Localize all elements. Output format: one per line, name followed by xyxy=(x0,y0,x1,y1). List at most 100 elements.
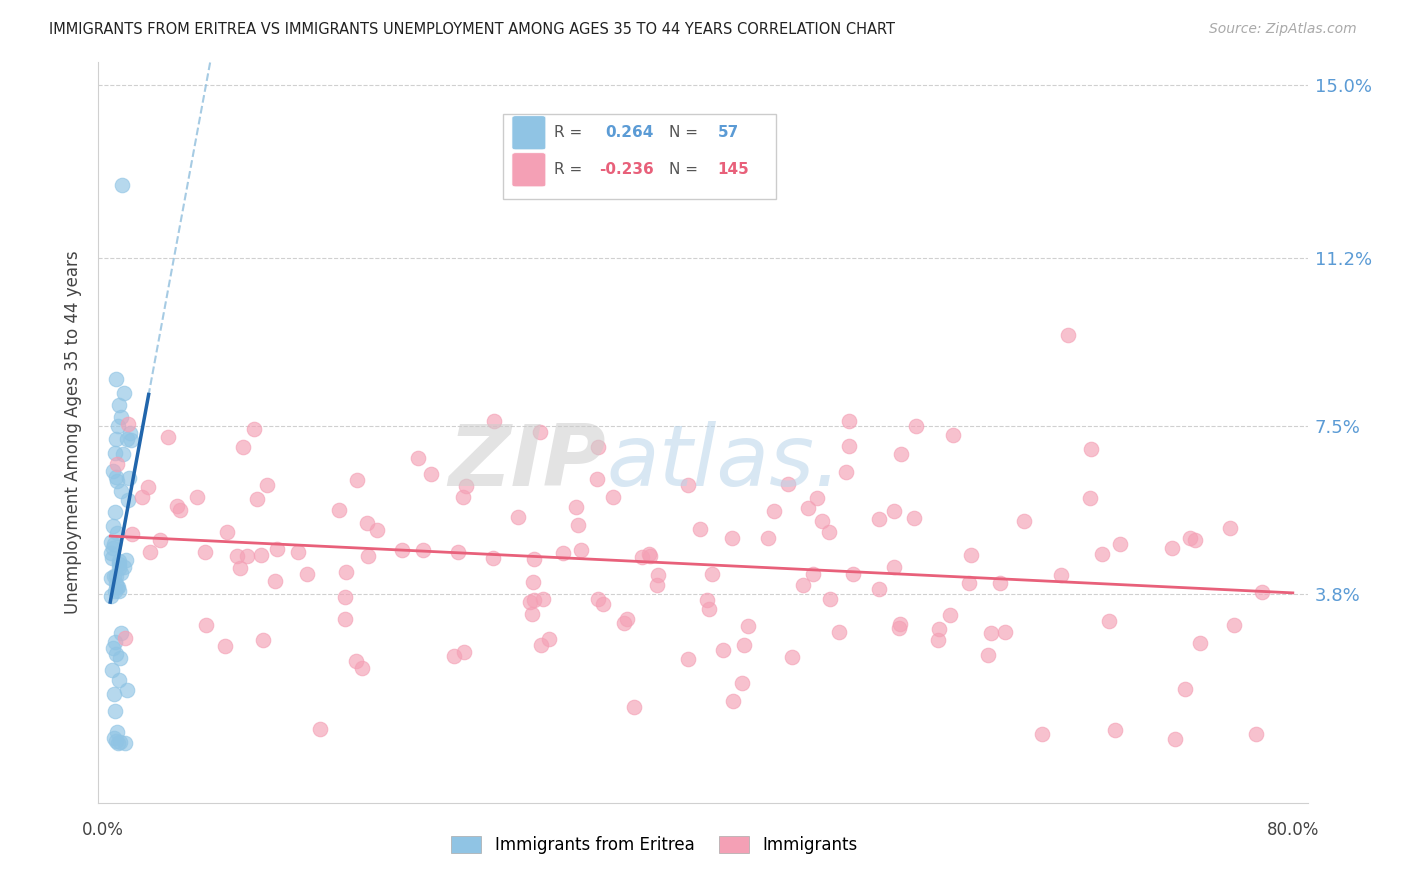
Point xyxy=(121,527,143,541)
Point xyxy=(103,446,125,460)
Point xyxy=(443,649,465,664)
Text: Source: ZipAtlas.com: Source: ZipAtlas.com xyxy=(1209,22,1357,37)
Point xyxy=(194,545,217,559)
Point xyxy=(522,574,544,589)
Text: IMMIGRANTS FROM ERITREA VS IMMIGRANTS UNEMPLOYMENT AMONG AGES 35 TO 44 YEARS COR: IMMIGRANTS FROM ERITREA VS IMMIGRANTS UN… xyxy=(49,22,896,37)
Point xyxy=(939,607,962,622)
Point xyxy=(229,560,252,574)
Text: atlas.: atlas. xyxy=(606,421,842,504)
Point xyxy=(602,491,624,505)
Point xyxy=(104,372,127,386)
Point xyxy=(252,632,274,647)
Point xyxy=(890,447,912,461)
Point xyxy=(346,473,368,487)
Point xyxy=(215,524,238,539)
Point xyxy=(139,545,162,559)
Point xyxy=(103,464,125,478)
Point xyxy=(117,492,139,507)
Point xyxy=(335,612,357,626)
Point xyxy=(647,567,669,582)
Point xyxy=(103,641,125,656)
Text: ZIP: ZIP xyxy=(449,421,606,504)
Point xyxy=(638,549,661,563)
Point xyxy=(993,624,1015,639)
Point xyxy=(107,673,129,688)
Point xyxy=(454,479,477,493)
FancyBboxPatch shape xyxy=(512,116,546,150)
Point xyxy=(523,593,546,607)
Point xyxy=(108,561,131,575)
Point xyxy=(835,465,858,479)
Point xyxy=(309,722,332,736)
Point xyxy=(960,548,983,562)
Point xyxy=(792,578,814,592)
Point xyxy=(838,439,860,453)
Point xyxy=(195,617,218,632)
Point xyxy=(519,594,541,608)
Point xyxy=(817,524,839,539)
Text: 80.0%: 80.0% xyxy=(1267,821,1319,839)
Point xyxy=(1098,614,1121,628)
Point xyxy=(112,385,135,400)
Point xyxy=(412,542,434,557)
Point xyxy=(246,491,269,506)
Point xyxy=(100,546,122,560)
Point xyxy=(702,566,724,581)
Point xyxy=(1244,727,1267,741)
Point xyxy=(592,597,614,611)
Point xyxy=(115,683,138,698)
Point xyxy=(506,510,529,524)
Text: 0.264: 0.264 xyxy=(605,125,654,140)
Point xyxy=(569,543,592,558)
Point xyxy=(107,580,129,594)
Point xyxy=(103,537,125,551)
Point xyxy=(1012,514,1035,528)
Point xyxy=(645,578,668,592)
Point xyxy=(105,569,128,583)
Legend: Immigrants from Eritrea, Immigrants: Immigrants from Eritrea, Immigrants xyxy=(444,830,865,861)
Point xyxy=(111,178,134,192)
Point xyxy=(482,551,505,566)
Point xyxy=(586,440,609,454)
Point xyxy=(537,632,560,647)
Point xyxy=(1057,328,1080,343)
FancyBboxPatch shape xyxy=(512,153,546,186)
Point xyxy=(111,447,134,461)
Point xyxy=(186,491,208,505)
Point xyxy=(344,654,367,668)
Point xyxy=(733,638,755,652)
Point xyxy=(149,533,172,547)
Point xyxy=(357,549,380,563)
Point xyxy=(120,433,142,447)
Point xyxy=(889,616,911,631)
Point xyxy=(613,616,636,631)
Point xyxy=(1178,531,1201,545)
Point xyxy=(105,475,128,489)
Point xyxy=(108,651,131,665)
Point xyxy=(762,504,785,518)
Point xyxy=(721,531,744,545)
Point xyxy=(980,625,1002,640)
Point xyxy=(391,542,413,557)
Point xyxy=(1184,533,1206,547)
Point xyxy=(105,458,128,472)
Point xyxy=(108,554,131,568)
Point xyxy=(352,661,374,675)
Point xyxy=(107,419,129,434)
Point xyxy=(988,576,1011,591)
Point xyxy=(928,622,950,636)
Point xyxy=(104,505,127,519)
Point xyxy=(263,574,285,588)
Point xyxy=(942,428,965,442)
Point xyxy=(883,504,905,518)
Point xyxy=(108,398,131,412)
Point xyxy=(447,544,470,558)
Point xyxy=(1219,521,1241,535)
Point xyxy=(328,503,350,517)
Point xyxy=(103,731,125,745)
Text: 145: 145 xyxy=(717,162,749,178)
Point xyxy=(101,541,124,556)
Point xyxy=(112,560,135,574)
Point xyxy=(101,550,124,565)
Point xyxy=(530,639,553,653)
